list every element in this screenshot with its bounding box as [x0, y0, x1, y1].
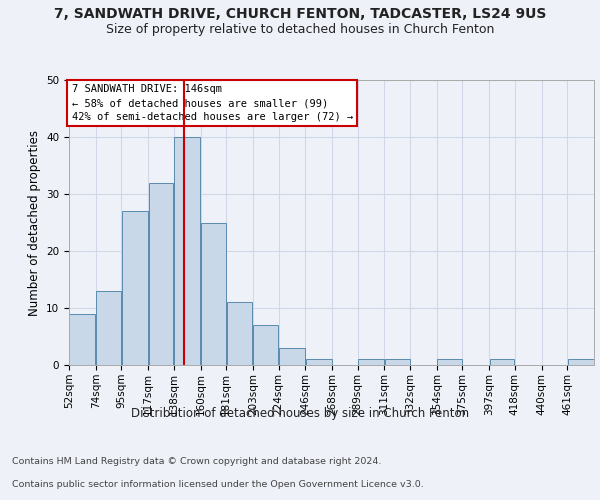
- Bar: [306, 360, 332, 365]
- Bar: [358, 360, 384, 365]
- Text: 7, SANDWATH DRIVE, CHURCH FENTON, TADCASTER, LS24 9US: 7, SANDWATH DRIVE, CHURCH FENTON, TADCAS…: [54, 8, 546, 22]
- Text: Size of property relative to detached houses in Church Fenton: Size of property relative to detached ho…: [106, 22, 494, 36]
- Bar: [96, 291, 121, 365]
- Bar: [149, 182, 173, 365]
- Bar: [70, 314, 95, 365]
- Bar: [490, 360, 514, 365]
- Bar: [568, 360, 593, 365]
- Text: Distribution of detached houses by size in Church Fenton: Distribution of detached houses by size …: [131, 408, 469, 420]
- Bar: [201, 222, 226, 365]
- Bar: [385, 360, 410, 365]
- Bar: [253, 325, 278, 365]
- Bar: [227, 302, 253, 365]
- Bar: [279, 348, 305, 365]
- Y-axis label: Number of detached properties: Number of detached properties: [28, 130, 41, 316]
- Bar: [437, 360, 462, 365]
- Text: Contains HM Land Registry data © Crown copyright and database right 2024.: Contains HM Land Registry data © Crown c…: [12, 457, 382, 466]
- Text: Contains public sector information licensed under the Open Government Licence v3: Contains public sector information licen…: [12, 480, 424, 489]
- Text: 7 SANDWATH DRIVE: 146sqm
← 58% of detached houses are smaller (99)
42% of semi-d: 7 SANDWATH DRIVE: 146sqm ← 58% of detach…: [71, 84, 353, 122]
- Bar: [122, 211, 148, 365]
- Bar: [174, 137, 200, 365]
